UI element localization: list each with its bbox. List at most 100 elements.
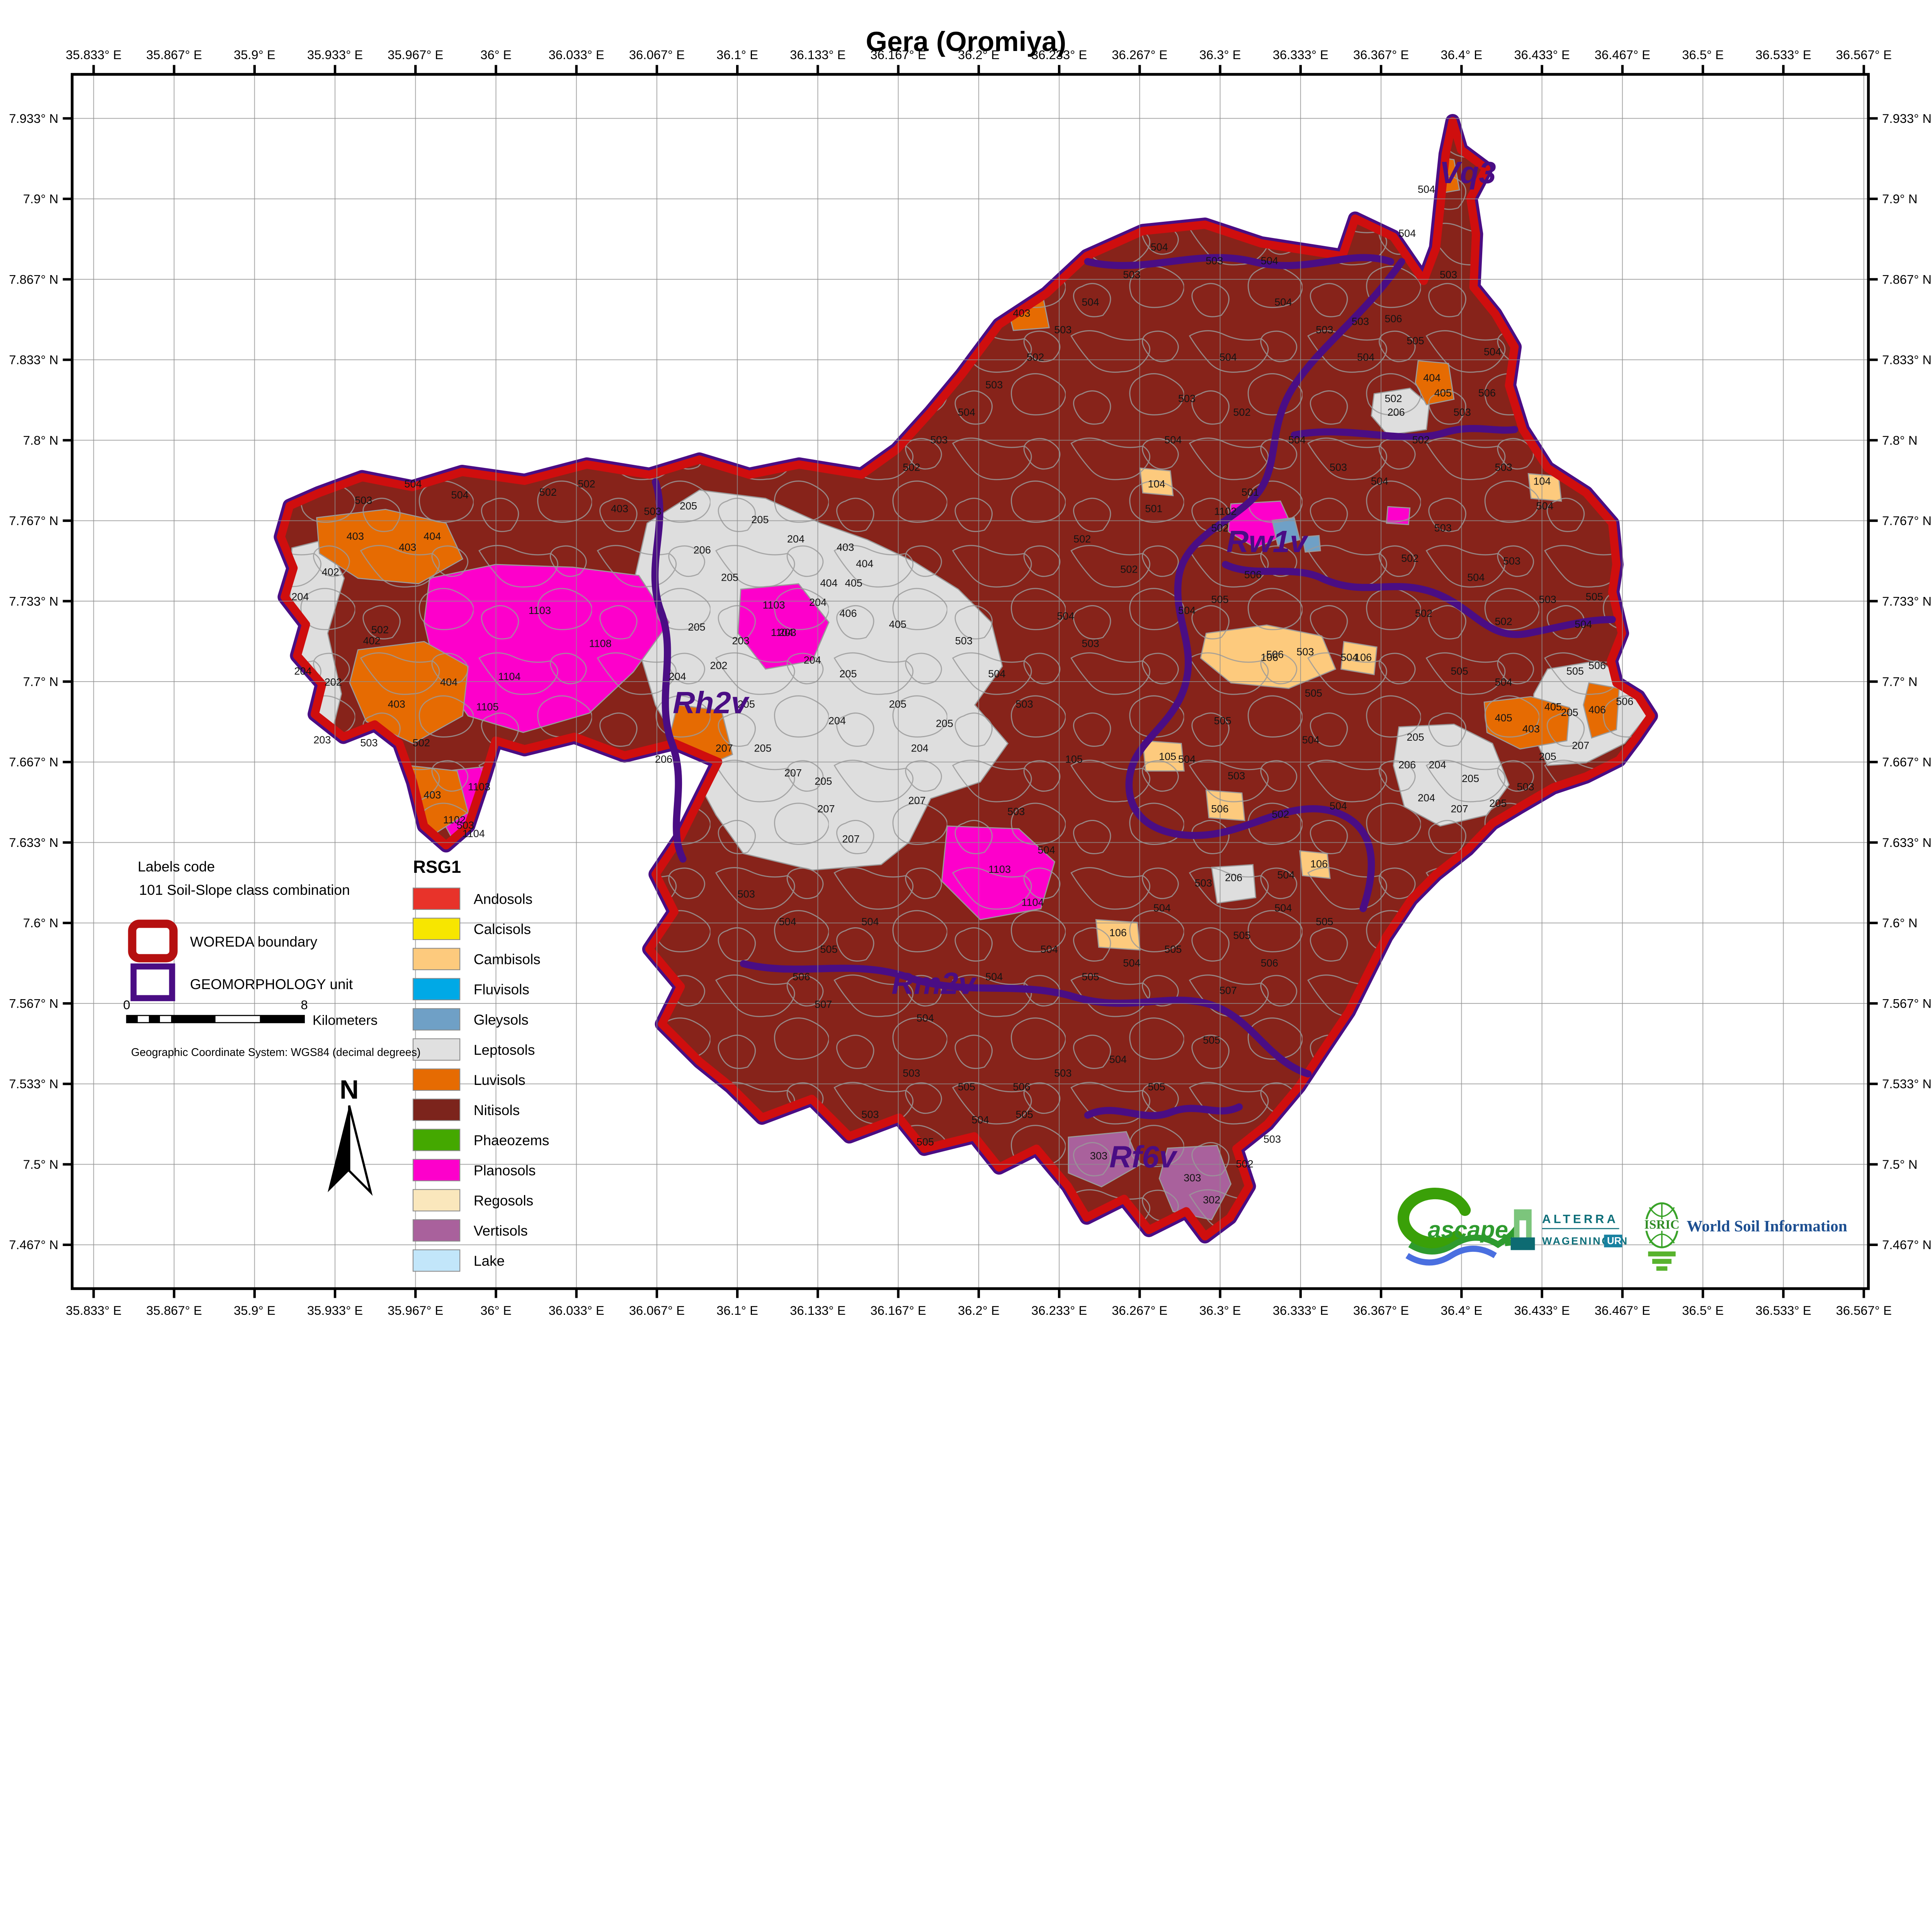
lon-tick-label: 36.367° E <box>1353 48 1409 62</box>
lat-tick-label: 7.5° N <box>23 1157 58 1171</box>
soil-unit-label: 502 <box>1211 522 1228 534</box>
isric-stripe <box>1652 1259 1672 1264</box>
labels-code-note: Labels code 101 Soil-Slope class combina… <box>138 859 350 898</box>
soil-unit-label: 503 <box>985 379 1003 391</box>
legend-swatch <box>412 948 461 971</box>
lat-tick-label: 7.667° N <box>9 755 58 769</box>
lon-tick-label: 36.233° E <box>1031 1303 1087 1318</box>
soil-unit-label: 203 <box>732 635 749 647</box>
lat-tick-label: 7.533° N <box>1882 1077 1932 1091</box>
geomorphology-unit-label: Rh2v <box>673 685 750 720</box>
soil-unit-label: 105 <box>1065 753 1083 765</box>
lon-tick-label: 35.967° E <box>388 48 443 62</box>
geomorphology-unit-label: Rw1v <box>1226 524 1308 559</box>
soil-unit-label: 1102 <box>443 814 466 826</box>
soil-unit-label: 404 <box>1423 372 1440 384</box>
soil-unit-label: 104 <box>1533 475 1551 487</box>
soil-unit-label: 106 <box>1310 858 1328 870</box>
soil-unit-label: 505 <box>1164 943 1182 955</box>
soil-unit-label: 504 <box>1082 296 1099 308</box>
lon-tick-label: 36.067° E <box>629 48 685 62</box>
alterra-mark-notch <box>1519 1220 1526 1238</box>
soil-unit-label: 106 <box>1261 651 1278 663</box>
soil-unit-label: 501 <box>1242 486 1259 498</box>
alterra-logo: ALTERRA WAGENINGEN UR <box>1510 1209 1627 1250</box>
soil-unit-label: 503 <box>360 736 378 748</box>
soil-unit-label: 503 <box>1330 461 1347 473</box>
crs-note: Geographic Coordinate System: WGS84 (dec… <box>131 1046 420 1059</box>
lat-tick-label: 7.767° N <box>9 513 58 528</box>
legend-item-label: Leptosols <box>474 1042 535 1058</box>
legend-row: Lake <box>412 1249 505 1272</box>
soil-unit-label: 506 <box>1266 648 1284 660</box>
legend-item-label: Planosols <box>474 1162 536 1178</box>
soil-unit-label: 403 <box>347 530 364 542</box>
geomorphology-unit-label: Rm2v <box>891 966 977 1001</box>
soil-unit-label: 506 <box>1478 387 1496 399</box>
legend-row: Regosols <box>412 1189 533 1212</box>
alterra-name: ALTERRA <box>1542 1212 1618 1226</box>
soil-unit-label: 505 <box>1566 665 1584 677</box>
soil-unit-label: 506 <box>1013 1081 1030 1093</box>
soil-unit-label: 503 <box>644 505 661 517</box>
lon-tick-label: 36.067° E <box>629 1303 685 1318</box>
lon-tick-label: 35.933° E <box>307 1303 363 1318</box>
soil-unit-label: 403 <box>423 789 441 801</box>
lat-tick-label: 7.733° N <box>9 594 58 608</box>
soil-unit-label: 404 <box>440 676 457 688</box>
soil-unit-label: 504 <box>1288 434 1306 445</box>
legend-item-label: Nitisols <box>474 1102 520 1118</box>
soil-unit-label: 505 <box>1148 1081 1165 1093</box>
soil-unit-label: 503 <box>1454 406 1471 418</box>
isric-logo: ISRIC World Soil Information <box>1644 1202 1847 1271</box>
soil-unit-label: 502 <box>1236 1158 1253 1170</box>
lon-tick-label: 36.367° E <box>1353 1303 1409 1318</box>
soil-unit-label: 505 <box>1305 687 1322 699</box>
soil-unit-label: 505 <box>958 1081 975 1093</box>
soil-unit-label: 504 <box>779 916 796 928</box>
soil-unit-label: 503 <box>903 1067 920 1079</box>
lon-tick-label: 36.3° E <box>1199 1303 1241 1318</box>
soil-unit-label: 204 <box>1429 758 1446 770</box>
scalebar-units: Kilometers <box>313 1013 378 1028</box>
scalebar-segment <box>171 1015 216 1023</box>
soil-unit-label: 503 <box>1296 646 1314 658</box>
soil-unit-label: 205 <box>1539 750 1556 762</box>
soil-unit-label: 505 <box>1015 1108 1033 1120</box>
legend-swatch <box>412 1098 461 1121</box>
soil-unit-label: 504 <box>988 668 1005 680</box>
boundary-legend: WOREDA boundary GEOMORPHOLOGY unit <box>128 920 353 1001</box>
soil-unit-label: 502 <box>539 486 557 498</box>
scalebar-segment <box>260 1015 304 1023</box>
soil-unit-label: 104 <box>1148 478 1165 490</box>
soil-unit-label: 403 <box>1522 723 1540 735</box>
soil-unit-label: 206 <box>1388 406 1405 418</box>
soil-unit-label: 406 <box>839 607 857 619</box>
alterra-ur-text: UR <box>1607 1236 1621 1246</box>
soil-unit-label: 207 <box>1451 802 1468 814</box>
legend-swatch <box>412 887 461 910</box>
lon-tick-label: 36.167° E <box>871 1303 926 1318</box>
soil-unit-label: 506 <box>1211 802 1228 814</box>
lon-tick-label: 35.833° E <box>66 48 121 62</box>
legend-item-label: Andosols <box>474 891 532 907</box>
soil-unit-label: 403 <box>388 698 405 710</box>
legend-item-label: Phaeozems <box>474 1132 549 1148</box>
soil-unit-label: 207 <box>842 833 860 845</box>
legend-item-label: Calcisols <box>474 921 531 937</box>
lat-tick-label: 7.6° N <box>23 916 58 930</box>
legend-row: Leptosols <box>412 1038 535 1061</box>
rsg-legend-title: RSG1 <box>413 857 461 877</box>
legend-row: Luvisols <box>412 1068 526 1091</box>
soil-unit-label: 1105 <box>476 701 498 713</box>
lon-tick-label: 36° E <box>480 1303 512 1318</box>
legend-item-label: Lake <box>474 1253 505 1269</box>
legend-swatch <box>412 1129 461 1151</box>
lon-tick-label: 36.4° E <box>1440 48 1482 62</box>
soil-unit-label: 205 <box>751 513 769 525</box>
geomorphology-lines <box>651 254 1616 1119</box>
lon-tick-label: 36.2° E <box>958 1303 1000 1318</box>
soil-unit-label: 504 <box>1277 869 1295 881</box>
lat-tick-label: 7.833° N <box>9 353 58 367</box>
legend-swatch <box>412 978 461 1001</box>
